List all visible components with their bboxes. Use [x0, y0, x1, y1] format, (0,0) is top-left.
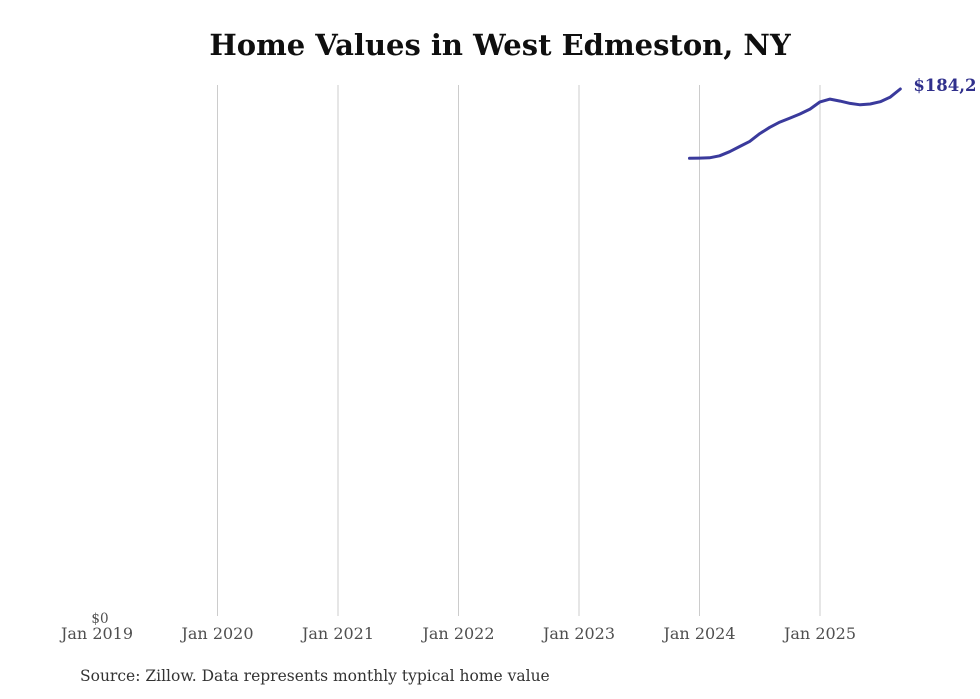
x-axis-tick-label: Jan 2023: [542, 624, 616, 643]
x-axis-tick-label: Jan 2022: [422, 624, 495, 643]
gridlines: [217, 85, 821, 616]
x-axis-tick-label: Jan 2024: [663, 624, 736, 643]
y-axis-zero-label: $0: [91, 611, 109, 627]
x-axis-tick-label: Jan 2020: [181, 624, 254, 643]
x-axis-tick-label: Jan 2021: [301, 624, 375, 643]
home-value-line: [688, 87, 902, 160]
x-axis-tick-label: Jan 2025: [783, 624, 857, 643]
chart-title: Home Values in West Edmeston, NY: [209, 28, 791, 62]
x-axis-tick-label: Jan 2019: [60, 624, 134, 643]
latest-value-label: $184,2: [913, 76, 977, 95]
source-note: Source: Zillow. Data represents monthly …: [80, 667, 550, 685]
